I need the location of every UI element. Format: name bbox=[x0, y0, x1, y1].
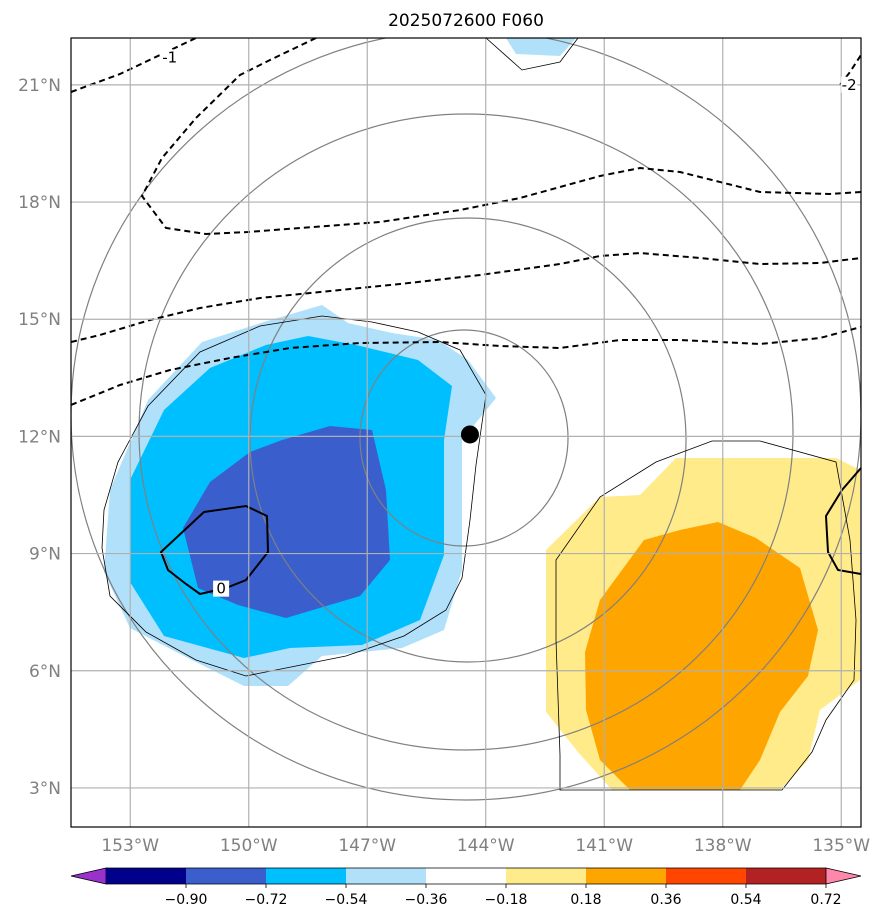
zero-contour-west bbox=[159, 504, 270, 596]
longitude-tick-labels: 153°W 150°W 147°W 144°W 141°W 138°W 135°W bbox=[101, 836, 870, 856]
colorbar-segment bbox=[346, 868, 426, 884]
colorbar-label: −0.18 bbox=[485, 892, 528, 908]
colorbar-segment bbox=[506, 868, 586, 884]
dashed-contour bbox=[71, 38, 197, 93]
negative-anomaly-light-blue-top bbox=[506, 38, 576, 56]
lon-tick-label: 144°W bbox=[457, 836, 515, 856]
gridlines bbox=[71, 38, 861, 827]
contour-label-background bbox=[841, 76, 858, 93]
negative-anomaly-royal-blue bbox=[183, 426, 390, 618]
contour-label-background bbox=[161, 49, 178, 66]
colorbar-extend-high bbox=[825, 867, 862, 885]
colorbar-segment bbox=[666, 868, 746, 884]
contour-label: -2 bbox=[842, 76, 857, 94]
map-title: 2025072600 F060 bbox=[388, 11, 544, 31]
colorbar-label: −0.72 bbox=[245, 892, 288, 908]
gray-contours bbox=[71, 38, 861, 801]
colorbar-segment bbox=[426, 868, 506, 884]
colorbar: −0.90 −0.72 −0.54 −0.36 −0.18 0.18 0.36 0.54 0.7… bbox=[70, 867, 862, 908]
storm-center-marker bbox=[460, 425, 479, 444]
colorbar-segment bbox=[746, 868, 826, 884]
dashed-contour bbox=[71, 251, 861, 343]
lat-tick-label: 6°N bbox=[29, 662, 61, 682]
lat-tick-label: 21°N bbox=[18, 76, 61, 96]
colorbar-label: 0.72 bbox=[810, 892, 841, 908]
gray-contour-ring bbox=[138, 113, 794, 751]
lon-tick-label: 153°W bbox=[101, 836, 159, 856]
thin-contour-east bbox=[555, 440, 857, 791]
colorbar-segment bbox=[106, 868, 186, 884]
lon-tick-label: 141°W bbox=[575, 836, 633, 856]
thin-contour-top bbox=[485, 38, 579, 71]
contour-labels: -1 0 -2 bbox=[161, 48, 858, 598]
lat-tick-label: 9°N bbox=[29, 545, 61, 565]
lat-tick-label: 3°N bbox=[29, 779, 61, 799]
map-area: -1 0 -2 bbox=[71, 38, 861, 827]
gray-contour-ring bbox=[71, 38, 861, 801]
lat-tick-label: 12°N bbox=[18, 427, 61, 447]
colorbar-label: −0.36 bbox=[405, 892, 448, 908]
colorbar-label: −0.90 bbox=[165, 892, 208, 908]
gray-contour-ring bbox=[359, 329, 569, 547]
lon-tick-label: 138°W bbox=[694, 836, 752, 856]
lon-tick-label: 135°W bbox=[812, 836, 870, 856]
colorbar-label: −0.54 bbox=[325, 892, 368, 908]
colorbar-label: 0.18 bbox=[570, 892, 601, 908]
colorbar-label: 0.36 bbox=[650, 892, 681, 908]
colorbar-label: 0.54 bbox=[730, 892, 761, 908]
lat-tick-label: 15°N bbox=[18, 310, 61, 330]
colorbar-outline bbox=[106, 867, 826, 885]
colorbar-segment bbox=[186, 868, 266, 884]
dashed-contour bbox=[140, 38, 861, 236]
lat-tick-label: 18°N bbox=[18, 193, 61, 213]
colorbar-segment bbox=[586, 868, 666, 884]
colorbar-segment bbox=[266, 868, 346, 884]
gray-contour-ring bbox=[249, 217, 687, 663]
contour-label: -1 bbox=[162, 48, 177, 66]
positive-anomaly-orange bbox=[585, 522, 818, 790]
latitude-tick-labels: 21°N 18°N 15°N 12°N 9°N 6°N 3°N bbox=[18, 76, 61, 799]
thin-contour-west bbox=[101, 315, 487, 677]
lon-tick-label: 147°W bbox=[338, 836, 396, 856]
map-frame bbox=[70, 37, 862, 828]
dashed-contour bbox=[71, 326, 861, 406]
contour-label: 0 bbox=[216, 580, 226, 598]
shaded-anomaly-fields bbox=[104, 38, 860, 790]
thin-black-contours bbox=[101, 38, 857, 791]
colorbar-extend-low bbox=[70, 867, 107, 885]
lon-tick-label: 150°W bbox=[220, 836, 278, 856]
contour-label-background bbox=[213, 580, 230, 597]
